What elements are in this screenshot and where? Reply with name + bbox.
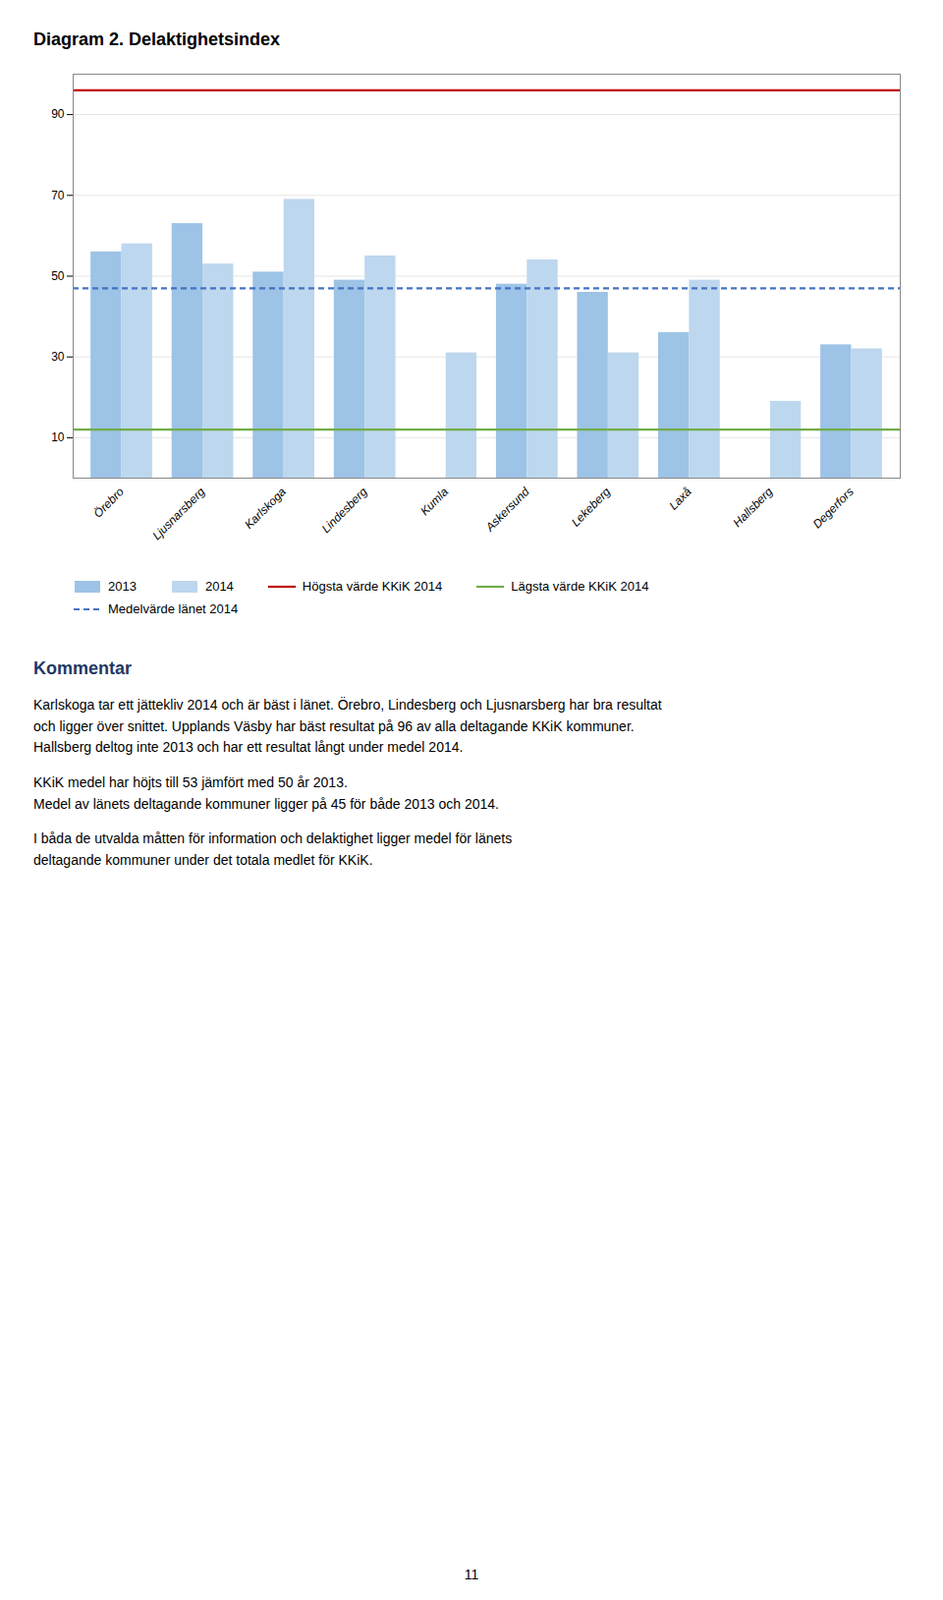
svg-text:Hallsberg: Hallsberg — [730, 484, 777, 530]
html-text:11: 11 — [464, 1565, 479, 1582]
html-text:Kommentar: Kommentar — [33, 658, 132, 678]
html-text:Medelvärde länet 2014: Medelvärde länet 2014 — [108, 601, 239, 616]
html-text:Karlskoga tar ett jättekliv 20: Karlskoga tar ett jättekliv 2014 och är … — [33, 696, 662, 713]
html-text:och ligger över snittet. Uppla: och ligger över snittet. Upplands Väsby … — [33, 717, 635, 734]
svg-text:Laxå: Laxå — [665, 484, 695, 513]
html-text:2014: 2014 — [205, 578, 234, 594]
html-text:Högsta värde KKiK 2014: Högsta värde KKiK 2014 — [302, 578, 443, 594]
html-text:I båda de utvalda måtten för i: I båda de utvalda måtten för information… — [33, 830, 512, 847]
html-text:Medel av länets deltagande kom: Medel av länets deltagande kommuner ligg… — [33, 795, 500, 811]
svg-text:30: 30 — [51, 349, 65, 364]
svg-text:50: 50 — [51, 269, 65, 283]
html-text:KKiK medel har höjts till 53 j: KKiK medel har höjts till 53 jämfört med… — [33, 774, 348, 790]
svg-text:Örebro: Örebro — [91, 484, 128, 521]
svg-text:Degerfors: Degerfors — [810, 484, 857, 531]
svg-text:Lekeberg: Lekeberg — [568, 484, 614, 530]
html-text:deltagande kommuner under det: deltagande kommuner under det totala med… — [33, 851, 373, 868]
html-text:Hallsberg deltog inte 2013 och: Hallsberg deltog inte 2013 och har ett r… — [33, 738, 464, 755]
html-text:2013: 2013 — [108, 578, 137, 594]
svg-text:Kumla: Kumla — [417, 484, 451, 518]
svg-text:Karlskoga: Karlskoga — [241, 484, 289, 532]
html-text:Diagram 2. Delaktighetsindex: Diagram 2. Delaktighetsindex — [33, 29, 281, 50]
svg-text:Ljusnarsberg: Ljusnarsberg — [149, 484, 208, 543]
svg-text:Askersund: Askersund — [482, 484, 533, 535]
svg-text:90: 90 — [51, 107, 65, 121]
svg-text:Lindesberg: Lindesberg — [319, 484, 371, 536]
svg-text:10: 10 — [51, 430, 65, 444]
svg-text:70: 70 — [51, 188, 65, 203]
html-text:Lägsta värde KKiK 2014: Lägsta värde KKiK 2014 — [510, 578, 649, 594]
